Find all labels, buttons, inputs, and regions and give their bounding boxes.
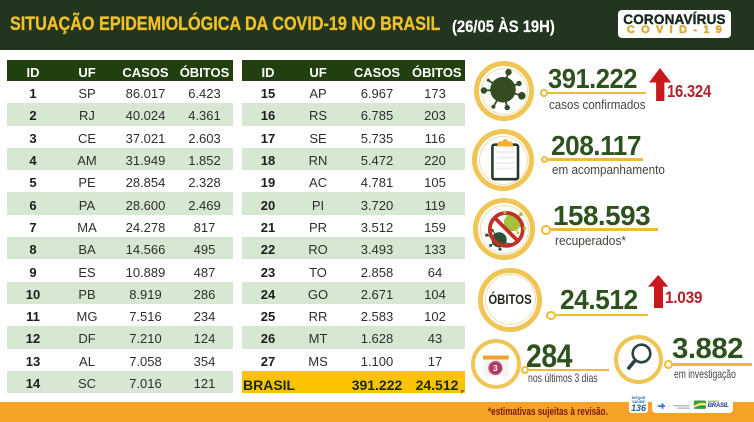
svg-text:3: 3 <box>493 363 498 373</box>
svg-text:BRASIL: BRASIL <box>708 403 730 409</box>
